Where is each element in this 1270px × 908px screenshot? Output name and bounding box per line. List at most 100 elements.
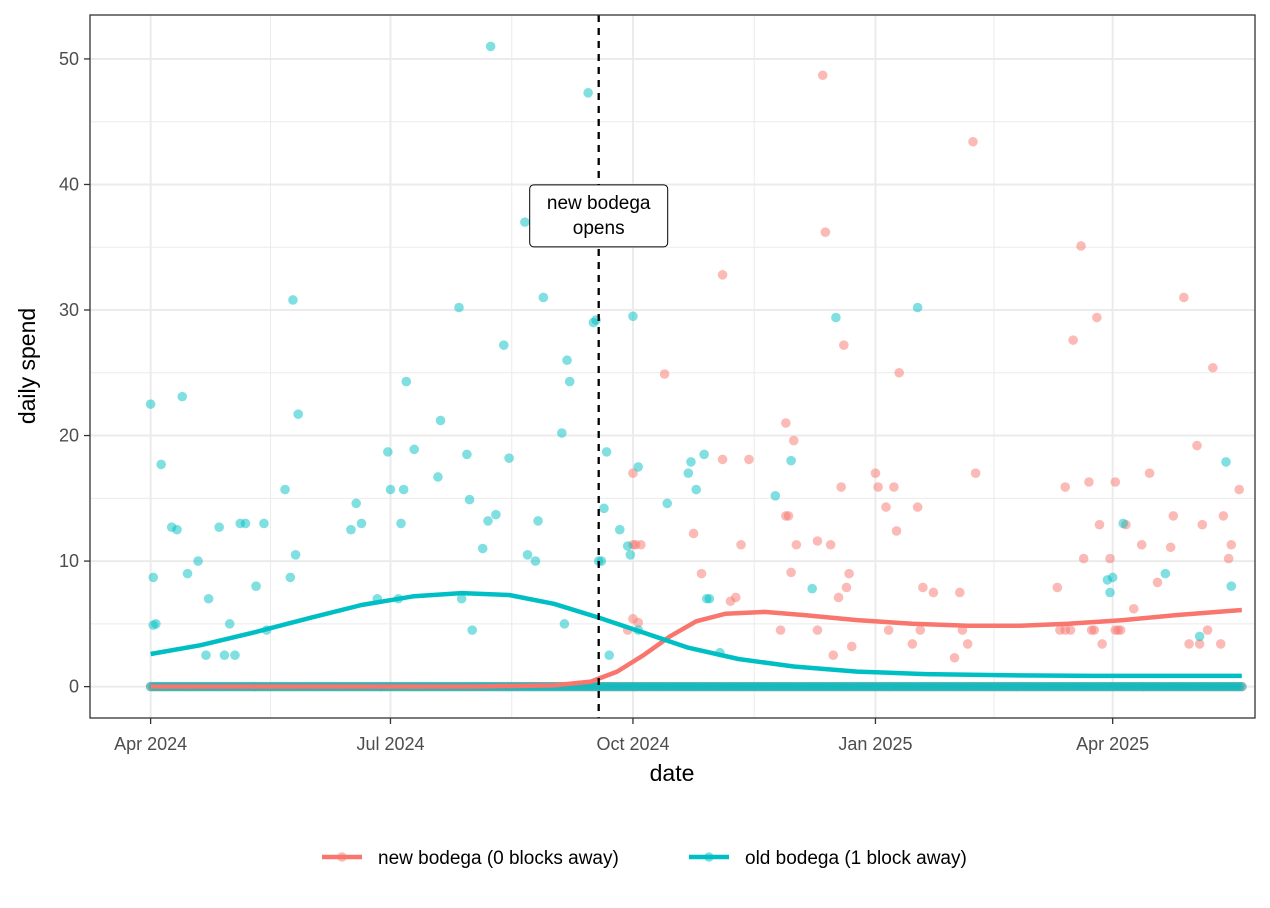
new-bodega-point bbox=[1179, 292, 1189, 303]
new-bodega-point bbox=[1226, 539, 1237, 550]
new-bodega-point bbox=[781, 418, 791, 428]
new-bodega-point bbox=[736, 539, 746, 550]
y-tick-label: 50 bbox=[59, 49, 79, 69]
new-bodega-point bbox=[1152, 577, 1163, 588]
new-bodega-point bbox=[1165, 542, 1176, 553]
old-bodega-point bbox=[686, 457, 696, 467]
x-tick-label: Oct 2024 bbox=[596, 734, 669, 754]
new-bodega-legend-item: new bodega (0 blocks away) bbox=[322, 848, 619, 869]
old-bodega-point bbox=[520, 217, 530, 227]
new-bodega-point bbox=[915, 625, 926, 635]
old-bodega-point bbox=[831, 312, 841, 323]
new-bodega-point bbox=[889, 482, 899, 492]
panel-border bbox=[89, 14, 1256, 719]
new-bodega-point bbox=[954, 587, 965, 598]
new-bodega-point bbox=[1168, 511, 1179, 521]
new-bodega-point bbox=[1110, 477, 1121, 487]
old-bodega-point bbox=[564, 376, 575, 387]
new-bodega-point bbox=[1084, 477, 1094, 487]
new-bodega-point bbox=[1060, 482, 1071, 492]
new-bodega-point bbox=[1052, 582, 1063, 593]
new-bodega-point bbox=[873, 482, 883, 492]
old-bodega-point bbox=[385, 484, 396, 495]
new-bodega-point bbox=[881, 502, 891, 512]
old-bodega-point bbox=[1221, 457, 1231, 467]
old-bodega-point bbox=[401, 376, 412, 387]
old-bodega-point bbox=[1194, 631, 1205, 642]
y-tick-label: 20 bbox=[59, 426, 79, 446]
new-bodega-point bbox=[717, 454, 728, 465]
old-bodega-point bbox=[193, 556, 203, 566]
old-bodega-point bbox=[491, 509, 501, 520]
old-bodega-point bbox=[628, 311, 638, 322]
old-bodega-point bbox=[435, 415, 446, 426]
old-bodega-point bbox=[786, 455, 796, 466]
new-bodega-point bbox=[1136, 539, 1147, 550]
new-bodega-point bbox=[883, 625, 894, 635]
new-bodega-point bbox=[928, 587, 939, 598]
y-tick-label: 30 bbox=[59, 300, 79, 320]
new-bodega-point bbox=[1068, 335, 1078, 345]
old-bodega-legend-item: old bodega (1 block away) bbox=[689, 848, 967, 869]
new-bodega-point bbox=[1105, 553, 1115, 564]
new-bodega-point bbox=[839, 340, 849, 350]
old-bodega-point bbox=[219, 650, 230, 661]
old-bodega-point bbox=[633, 462, 644, 472]
new-bodega-point bbox=[1065, 625, 1076, 635]
new-bodega-point bbox=[730, 592, 741, 603]
x-tick-label: Apr 2024 bbox=[114, 734, 187, 754]
old-bodega-zero-point bbox=[1237, 681, 1247, 692]
new-bodega-point bbox=[1194, 639, 1205, 649]
new-bodega-point bbox=[791, 539, 802, 550]
new-bodega-point bbox=[836, 482, 846, 492]
old-bodega-point bbox=[912, 302, 923, 313]
new-bodega-point bbox=[788, 435, 799, 446]
new-bodega-point bbox=[962, 639, 973, 649]
old-bodega-point bbox=[172, 524, 182, 535]
old-bodega-point bbox=[182, 568, 193, 579]
old-bodega-point bbox=[504, 453, 514, 463]
old-bodega-point bbox=[346, 524, 356, 535]
old-bodega-point bbox=[293, 409, 304, 420]
panel-background bbox=[90, 15, 1255, 718]
new-bodega-point bbox=[744, 454, 754, 465]
old-bodega-point bbox=[625, 550, 636, 560]
old-bodega-legend-label: old bodega (1 block away) bbox=[745, 848, 967, 869]
old-bodega-point bbox=[662, 498, 673, 509]
legend: new bodega (0 blocks away) old bodega (1 … bbox=[322, 848, 967, 869]
old-bodega-point bbox=[433, 472, 443, 482]
new-bodega-point bbox=[968, 136, 978, 147]
old-bodega-point bbox=[1107, 572, 1118, 583]
old-bodega-point bbox=[201, 650, 211, 661]
old-bodega-point bbox=[351, 498, 362, 509]
old-bodega-point bbox=[464, 494, 475, 505]
old-bodega-point bbox=[454, 302, 464, 313]
old-bodega-point bbox=[485, 41, 496, 52]
old-bodega-point bbox=[456, 593, 467, 604]
y-tick-label: 0 bbox=[69, 677, 79, 697]
old-bodega-point bbox=[604, 650, 615, 661]
annotation-layer: new bodega opens bbox=[529, 15, 669, 718]
old-bodega-point bbox=[556, 428, 567, 438]
old-bodega-point bbox=[807, 583, 817, 594]
old-bodega-point bbox=[538, 292, 549, 303]
old-bodega-point bbox=[145, 399, 156, 409]
old-bodega-point bbox=[530, 556, 541, 566]
grid bbox=[90, 15, 1255, 718]
old-bodega-trend-line bbox=[150, 590, 1242, 679]
new-bodega-point bbox=[870, 468, 881, 479]
new-bodega-point bbox=[717, 270, 728, 280]
old-bodega-point bbox=[148, 572, 159, 583]
new-bodega-point bbox=[688, 528, 699, 539]
old-bodega-point bbox=[259, 518, 269, 529]
old-bodega-point bbox=[398, 484, 409, 495]
old-bodega-point bbox=[383, 447, 393, 457]
old-bodega-point bbox=[224, 619, 235, 629]
new-bodega-point bbox=[696, 568, 707, 579]
new-bodega-point bbox=[907, 639, 918, 649]
new-bodega-point bbox=[894, 367, 904, 378]
old-bodega-point bbox=[240, 518, 251, 529]
old-bodega-point bbox=[230, 650, 240, 661]
old-bodega-point bbox=[562, 355, 572, 366]
new-bodega-point bbox=[828, 650, 839, 661]
